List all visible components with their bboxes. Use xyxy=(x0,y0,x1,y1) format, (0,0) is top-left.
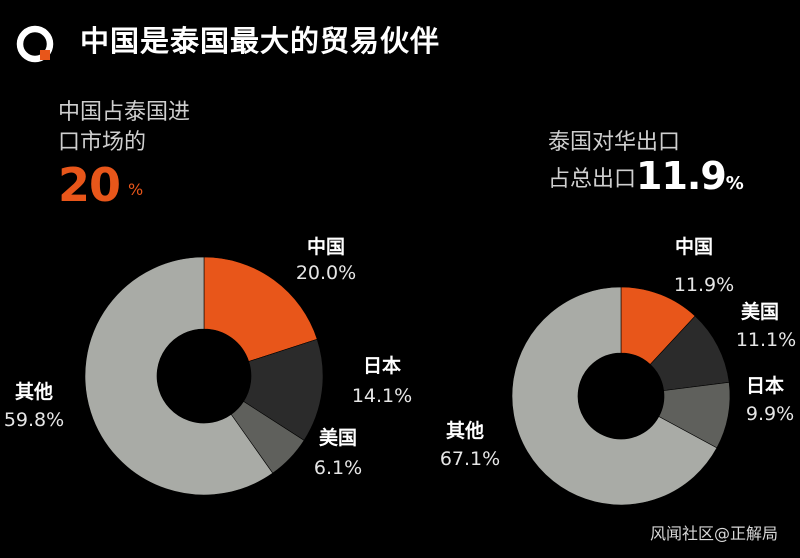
right-headline-line2: 占总出口 xyxy=(548,167,637,192)
chart1-slice-1-label: 中国 xyxy=(307,235,345,258)
left-big-unit: % xyxy=(128,180,143,199)
left-headline-line2: 口市场的 xyxy=(58,130,147,155)
left-headline-line1: 中国占泰国进 xyxy=(58,100,191,125)
chart1-slice-1-value: 20.0% xyxy=(296,262,356,284)
chart2-slice-2-label: 美国 xyxy=(741,300,779,323)
chart2-center-hole xyxy=(578,353,664,439)
right-headline: 泰国对华出口 xyxy=(548,128,680,158)
chart2-slice-4-label: 其他 xyxy=(446,419,484,442)
right-big-unit: % xyxy=(725,173,744,194)
logo-icon xyxy=(16,25,54,63)
left-big-value: 20% xyxy=(58,158,143,215)
chart1-slice-2-label: 日本 xyxy=(363,354,401,377)
chart2-slice-3-label: 日本 xyxy=(746,374,784,397)
right-big-value: 占总出口11.9% xyxy=(548,156,744,204)
chart1-center-hole xyxy=(157,329,251,423)
chart1-slice-4-label: 其他 xyxy=(15,380,53,403)
chart1-slice-3-label: 美国 xyxy=(319,426,357,449)
chart1-slice-2-value: 14.1% xyxy=(352,385,412,407)
watermark: 风闻社区@正解局 xyxy=(649,524,778,543)
right-headline-line1: 泰国对华出口 xyxy=(548,130,681,155)
page-title: 中国是泰国最大的贸易伙伴 xyxy=(80,24,441,58)
chart2-slice-1-value: 11.9% xyxy=(674,274,734,296)
chart2-slice-1-label: 中国 xyxy=(675,235,713,258)
chart2-slice-4-value: 67.1% xyxy=(440,448,500,470)
right-big-number: 11.9 xyxy=(636,154,727,198)
chart1-slice-3-value: 6.1% xyxy=(314,457,362,479)
chart2-slice-2-value: 11.1% xyxy=(736,329,796,351)
chart1-slice-4-value: 59.8% xyxy=(4,409,64,431)
left-big-number: 20 xyxy=(58,158,121,212)
left-headline: 中国占泰国进 口市场的 xyxy=(58,98,190,158)
chart2-slice-3-value: 9.9% xyxy=(746,403,794,425)
